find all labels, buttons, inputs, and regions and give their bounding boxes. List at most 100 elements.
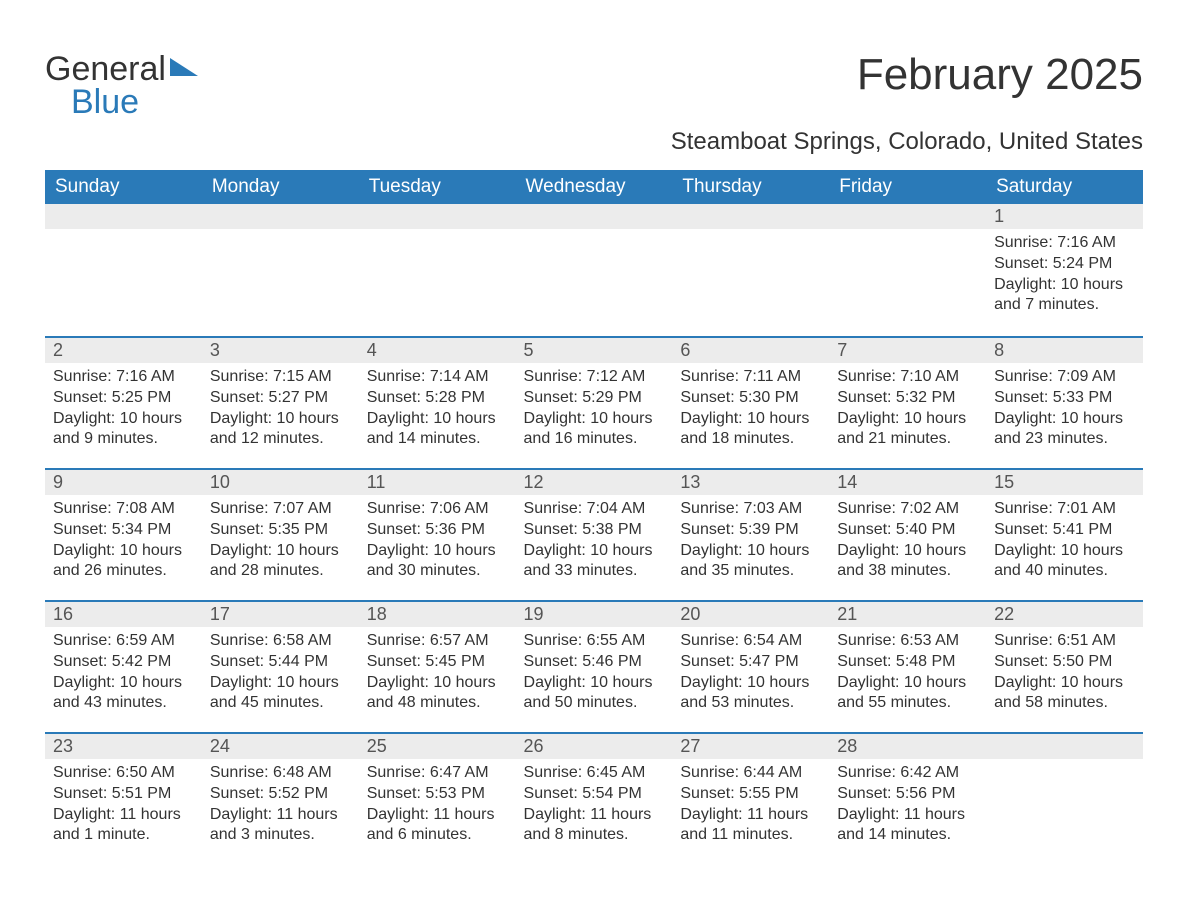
calendar-day-cell: 14Sunrise: 7:02 AMSunset: 5:40 PMDayligh… [829, 468, 986, 600]
sunset-text: Sunset: 5:46 PM [524, 652, 665, 673]
day-number: 6 [672, 336, 829, 363]
location-subtitle: Steamboat Springs, Colorado, United Stat… [45, 128, 1143, 156]
calendar-day-cell [986, 732, 1143, 864]
day-details: Sunrise: 6:44 AMSunset: 5:55 PMDaylight:… [672, 759, 829, 854]
day-number: 7 [829, 336, 986, 363]
calendar-day-cell [202, 204, 359, 336]
daylight-text: Daylight: 10 hours and 55 minutes. [837, 673, 978, 715]
sunrise-text: Sunrise: 7:06 AM [367, 499, 508, 520]
sunset-text: Sunset: 5:51 PM [53, 784, 194, 805]
day-details: Sunrise: 6:58 AMSunset: 5:44 PMDaylight:… [202, 627, 359, 722]
sunset-text: Sunset: 5:54 PM [524, 784, 665, 805]
day-details: Sunrise: 7:10 AMSunset: 5:32 PMDaylight:… [829, 363, 986, 458]
daylight-text: Daylight: 11 hours and 1 minute. [53, 805, 194, 847]
sunrise-text: Sunrise: 6:57 AM [367, 631, 508, 652]
day-number: 26 [516, 732, 673, 759]
calendar-day-cell: 11Sunrise: 7:06 AMSunset: 5:36 PMDayligh… [359, 468, 516, 600]
sunset-text: Sunset: 5:53 PM [367, 784, 508, 805]
sunset-text: Sunset: 5:52 PM [210, 784, 351, 805]
sunrise-text: Sunrise: 6:54 AM [680, 631, 821, 652]
day-details: Sunrise: 7:09 AMSunset: 5:33 PMDaylight:… [986, 363, 1143, 458]
calendar-day-cell: 5Sunrise: 7:12 AMSunset: 5:29 PMDaylight… [516, 336, 673, 468]
day-details: Sunrise: 6:54 AMSunset: 5:47 PMDaylight:… [672, 627, 829, 722]
day-number: 21 [829, 600, 986, 627]
sunset-text: Sunset: 5:33 PM [994, 388, 1135, 409]
sunset-text: Sunset: 5:44 PM [210, 652, 351, 673]
calendar-day-cell: 23Sunrise: 6:50 AMSunset: 5:51 PMDayligh… [45, 732, 202, 864]
daylight-text: Daylight: 10 hours and 33 minutes. [524, 541, 665, 583]
day-number [45, 204, 202, 229]
day-number: 23 [45, 732, 202, 759]
sunrise-text: Sunrise: 7:16 AM [994, 233, 1135, 254]
sunrise-text: Sunrise: 6:59 AM [53, 631, 194, 652]
sunset-text: Sunset: 5:56 PM [837, 784, 978, 805]
sunset-text: Sunset: 5:32 PM [837, 388, 978, 409]
sunrise-text: Sunrise: 7:07 AM [210, 499, 351, 520]
weekday-header: Sunday [45, 170, 202, 204]
logo: General Blue [45, 50, 198, 122]
sunset-text: Sunset: 5:24 PM [994, 254, 1135, 275]
sunset-text: Sunset: 5:25 PM [53, 388, 194, 409]
sunrise-text: Sunrise: 6:44 AM [680, 763, 821, 784]
day-details: Sunrise: 7:02 AMSunset: 5:40 PMDaylight:… [829, 495, 986, 590]
sunset-text: Sunset: 5:27 PM [210, 388, 351, 409]
calendar-week-row: 2Sunrise: 7:16 AMSunset: 5:25 PMDaylight… [45, 336, 1143, 468]
daylight-text: Daylight: 10 hours and 35 minutes. [680, 541, 821, 583]
calendar-day-cell: 19Sunrise: 6:55 AMSunset: 5:46 PMDayligh… [516, 600, 673, 732]
sunset-text: Sunset: 5:45 PM [367, 652, 508, 673]
day-number: 2 [45, 336, 202, 363]
calendar-day-cell: 17Sunrise: 6:58 AMSunset: 5:44 PMDayligh… [202, 600, 359, 732]
sunset-text: Sunset: 5:42 PM [53, 652, 194, 673]
weekday-header: Tuesday [359, 170, 516, 204]
daylight-text: Daylight: 11 hours and 8 minutes. [524, 805, 665, 847]
daylight-text: Daylight: 10 hours and 23 minutes. [994, 409, 1135, 451]
day-number [672, 204, 829, 229]
calendar-day-cell [516, 204, 673, 336]
sunrise-text: Sunrise: 7:15 AM [210, 367, 351, 388]
sunset-text: Sunset: 5:38 PM [524, 520, 665, 541]
day-details: Sunrise: 7:03 AMSunset: 5:39 PMDaylight:… [672, 495, 829, 590]
weekday-header: Thursday [672, 170, 829, 204]
day-number: 11 [359, 468, 516, 495]
daylight-text: Daylight: 10 hours and 48 minutes. [367, 673, 508, 715]
daylight-text: Daylight: 10 hours and 16 minutes. [524, 409, 665, 451]
day-number: 18 [359, 600, 516, 627]
calendar-day-cell: 13Sunrise: 7:03 AMSunset: 5:39 PMDayligh… [672, 468, 829, 600]
day-details: Sunrise: 7:15 AMSunset: 5:27 PMDaylight:… [202, 363, 359, 458]
daylight-text: Daylight: 10 hours and 30 minutes. [367, 541, 508, 583]
day-number: 8 [986, 336, 1143, 363]
sunrise-text: Sunrise: 7:12 AM [524, 367, 665, 388]
calendar-day-cell [672, 204, 829, 336]
day-details: Sunrise: 7:07 AMSunset: 5:35 PMDaylight:… [202, 495, 359, 590]
daylight-text: Daylight: 10 hours and 45 minutes. [210, 673, 351, 715]
sunrise-text: Sunrise: 7:01 AM [994, 499, 1135, 520]
day-details: Sunrise: 7:04 AMSunset: 5:38 PMDaylight:… [516, 495, 673, 590]
calendar-day-cell: 20Sunrise: 6:54 AMSunset: 5:47 PMDayligh… [672, 600, 829, 732]
day-number [516, 204, 673, 229]
day-number: 15 [986, 468, 1143, 495]
daylight-text: Daylight: 10 hours and 28 minutes. [210, 541, 351, 583]
sunset-text: Sunset: 5:50 PM [994, 652, 1135, 673]
sunset-text: Sunset: 5:34 PM [53, 520, 194, 541]
day-number: 28 [829, 732, 986, 759]
day-number: 10 [202, 468, 359, 495]
sunset-text: Sunset: 5:48 PM [837, 652, 978, 673]
day-details: Sunrise: 7:08 AMSunset: 5:34 PMDaylight:… [45, 495, 202, 590]
sunset-text: Sunset: 5:35 PM [210, 520, 351, 541]
header: General Blue February 2025 [45, 50, 1143, 122]
sunset-text: Sunset: 5:41 PM [994, 520, 1135, 541]
sunrise-text: Sunrise: 6:51 AM [994, 631, 1135, 652]
weekday-header-row: Sunday Monday Tuesday Wednesday Thursday… [45, 170, 1143, 204]
weekday-header: Monday [202, 170, 359, 204]
day-details: Sunrise: 7:01 AMSunset: 5:41 PMDaylight:… [986, 495, 1143, 590]
day-details: Sunrise: 6:47 AMSunset: 5:53 PMDaylight:… [359, 759, 516, 854]
daylight-text: Daylight: 10 hours and 18 minutes. [680, 409, 821, 451]
sunrise-text: Sunrise: 7:16 AM [53, 367, 194, 388]
calendar-table: Sunday Monday Tuesday Wednesday Thursday… [45, 170, 1143, 864]
day-details: Sunrise: 7:06 AMSunset: 5:36 PMDaylight:… [359, 495, 516, 590]
sunrise-text: Sunrise: 6:47 AM [367, 763, 508, 784]
calendar-day-cell: 7Sunrise: 7:10 AMSunset: 5:32 PMDaylight… [829, 336, 986, 468]
day-details: Sunrise: 6:45 AMSunset: 5:54 PMDaylight:… [516, 759, 673, 854]
calendar-week-row: 1Sunrise: 7:16 AMSunset: 5:24 PMDaylight… [45, 204, 1143, 336]
daylight-text: Daylight: 10 hours and 9 minutes. [53, 409, 194, 451]
